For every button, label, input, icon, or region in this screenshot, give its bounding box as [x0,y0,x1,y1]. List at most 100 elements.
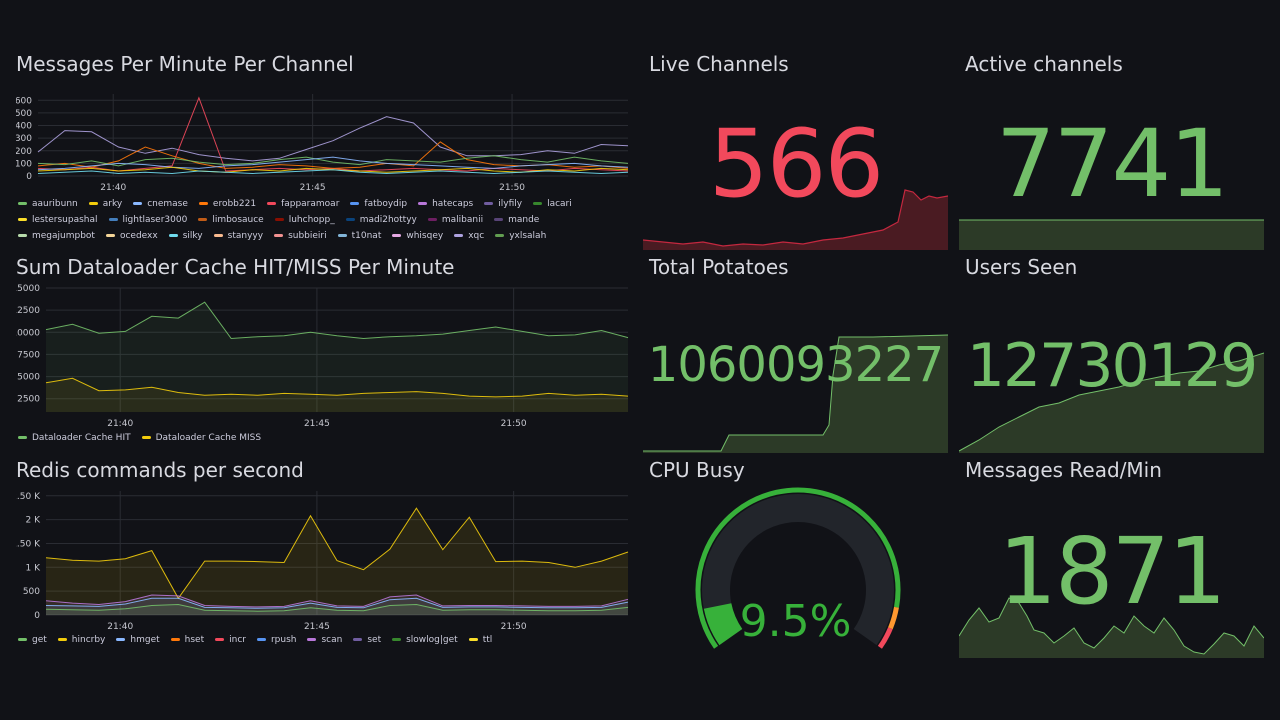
y-tick-label: 200 [16,147,32,157]
legend-item[interactable]: get [18,632,47,648]
legend-label: slowlog|get [406,635,458,645]
legend-label: erobb221 [212,199,257,209]
legend-item[interactable]: subbieiri [274,228,327,244]
legend-swatch [392,638,402,641]
redis-chart[interactable]: 0 500 1 K 1.50 K 2 K 2.50 K 21:40 21:45 21:50 [16,486,630,634]
legend-item[interactable]: lightlaser3000 [108,212,187,228]
y-tick-label: 500 [23,587,40,597]
y-tick-label: 500 [16,109,32,119]
legend-item[interactable]: arky [88,196,123,212]
gauge-threshold-green [695,487,901,649]
legend-swatch [57,638,67,641]
series-line[interactable] [45,507,629,600]
legend-item[interactable]: set [353,632,381,648]
legend-item[interactable]: silky [168,228,203,244]
legend-item[interactable]: whisqey [392,228,443,244]
y-tick-label: 0 [26,172,32,182]
legend-label: yxlsalah [509,231,547,241]
legend-item[interactable]: madi2hottyy [345,212,417,228]
legend-swatch [468,638,478,641]
legend-label: arky [102,199,123,209]
legend-label: xqc [468,231,485,241]
series-line[interactable] [45,377,629,398]
series-line[interactable] [37,156,629,171]
legend-item[interactable]: fapparamoar [267,196,339,212]
legend-item[interactable]: limbosauce [198,212,264,228]
active-channels-sparkline [959,219,1264,250]
legend-item[interactable]: aauribunn [18,196,78,212]
legend-item[interactable]: scan [307,632,342,648]
series-line[interactable] [37,116,629,162]
series-line[interactable] [45,597,629,609]
legend-swatch [170,638,180,641]
legend-item[interactable]: rpush [256,632,297,648]
series-line[interactable] [37,96,629,172]
legend-item[interactable]: ttl [468,632,492,648]
x-tick-label: 21:40 [107,419,133,429]
legend-label: incr [229,635,246,645]
legend-label: subbieiri [288,231,327,241]
panel-title: Redis commands per second [16,458,304,482]
legend-label: aauribunn [32,199,78,209]
series-line[interactable] [37,155,629,167]
cpu-busy-panel: CPU Busy 9.5% [643,458,948,658]
legend-swatch [108,218,118,221]
legend-item[interactable]: Dataloader Cache HIT [18,430,131,446]
y-tick-label: 300 [16,134,32,144]
dataloader-cache-panel: Sum Dataloader Cache HIT/MISS Per Minute… [16,255,630,451]
legend-item[interactable]: yxlsalah [495,228,546,244]
legend-item[interactable]: hincrby [57,632,105,648]
series-line[interactable] [45,301,629,340]
legend-swatch [18,234,27,237]
legend-label: set [367,635,382,645]
legend-label: lestersupashal [32,215,98,225]
dataloader-legend: Dataloader Cache HIT Dataloader Cache MIS… [18,430,618,446]
legend-item[interactable]: ocedexx [105,228,158,244]
legend-item[interactable]: xqc [454,228,484,244]
legend-item[interactable]: luhchopp_ [274,212,335,228]
series-line[interactable] [37,169,629,175]
legend-item[interactable]: mande [494,212,539,228]
panel-title: Messages Per Minute Per Channel [16,52,354,76]
series-line[interactable] [45,594,629,608]
total-potatoes-value: 1060093227 [647,337,944,393]
legend-item[interactable]: slowlog|get [392,632,458,648]
legend-item[interactable]: incr [215,632,246,648]
legend-item[interactable]: ilyfily [484,196,522,212]
series-line[interactable] [45,603,629,612]
panel-title: Messages Read/Min [965,458,1162,482]
legend-swatch [213,234,223,237]
legend-item[interactable]: fatboydip [350,196,407,212]
legend-swatch [494,218,504,221]
legend-item[interactable]: hset [170,632,204,648]
legend-item[interactable]: cnemase [133,196,188,212]
active-channels-value: 7741 [995,110,1229,219]
x-tick-label: 21:45 [300,183,326,190]
legend-item[interactable]: stanyyy [213,228,263,244]
legend-item[interactable]: lacari [533,196,572,212]
legend-item[interactable]: megajumpbot [18,228,95,244]
y-tick-label: 2 K [26,516,42,526]
legend-label: madi2hottyy [359,215,417,225]
series-area [46,378,628,412]
legend-swatch [105,234,115,237]
legend-item[interactable]: Dataloader Cache MISS [141,430,261,446]
legend-swatch [116,638,126,641]
gauge-threshold-orange [888,606,899,630]
legend-label: rpush [270,635,297,645]
legend-swatch [274,234,284,237]
legend-item[interactable]: hatecaps [418,196,473,212]
legend-item[interactable]: hmget [116,632,160,648]
legend-swatch [392,234,402,237]
legend-swatch [215,638,225,641]
legend-item[interactable]: malibanii [427,212,483,228]
legend-item[interactable]: erobb221 [198,196,257,212]
legend-item[interactable]: t10nat [337,228,381,244]
legend-swatch [484,202,494,205]
legend-item[interactable]: lestersupashal [18,212,98,228]
messages-read-sparkline [959,597,1264,658]
messages-chart[interactable]: 0 100 200 300 400 500 600 21:40 21:45 21:50 [16,90,630,190]
dataloader-chart[interactable]: 2500 5000 7500 10000 12500 15000 21:40 21:45 21:… [16,283,630,431]
panel-title: Live Channels [649,52,789,76]
cpu-busy-value: 9.5% [739,596,852,647]
